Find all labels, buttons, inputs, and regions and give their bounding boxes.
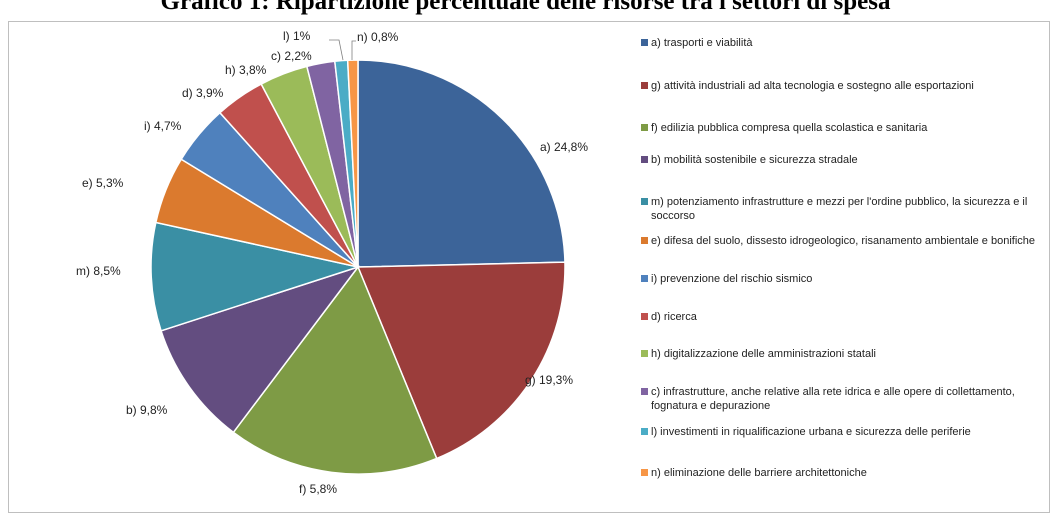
- legend-item: f) edilizia pubblica compresa quella sco…: [641, 121, 1041, 135]
- pie-slice: [150, 221, 361, 332]
- legend-swatch: [641, 156, 648, 163]
- slice-data-label: l) 1%: [283, 29, 311, 43]
- legend-item: e) difesa del suolo, dissesto idrogeolog…: [641, 234, 1041, 248]
- legend-item: d) ricerca: [641, 310, 1041, 324]
- legend-item: n) eliminazione delle barriere architett…: [641, 466, 1041, 480]
- slice-data-label: g) 19,3%: [525, 373, 573, 387]
- slice-data-label: a) 24,8%: [540, 140, 588, 154]
- pie-slice: [346, 59, 359, 268]
- slice-data-label: e) 5,3%: [82, 176, 124, 190]
- slice-data-label: n) 0,8%: [357, 30, 399, 44]
- slice-data-label: d) 3,9%: [182, 86, 224, 100]
- slice-data-label: m) 8,5%: [76, 264, 121, 278]
- pie-slice: [356, 261, 566, 460]
- legend-item: c) infrastrutture, anche relative alla r…: [641, 385, 1041, 413]
- legend-label: i) prevenzione del rischio sismico: [651, 273, 813, 285]
- legend-item: a) trasporti e viabilità: [641, 36, 1041, 50]
- legend-label: m) potenziamento infrastrutture e mezzi …: [651, 196, 1028, 222]
- legend-swatch: [641, 428, 648, 435]
- legend-item: m) potenziamento infrastrutture e mezzi …: [641, 195, 1041, 223]
- legend-label: h) digitalizzazione delle amministrazion…: [651, 348, 876, 360]
- legend-swatch: [641, 39, 648, 46]
- legend-item: l) investimenti in riqualificazione urba…: [641, 425, 1041, 439]
- chart-title: Grafico 1: Ripartizione percentuale dell…: [160, 0, 891, 15]
- legend-label: d) ricerca: [651, 311, 697, 323]
- leader-line: [329, 39, 344, 61]
- legend-item: i) prevenzione del rischio sismico: [641, 272, 1041, 286]
- legend-label: c) infrastrutture, anche relative alla r…: [651, 386, 1015, 412]
- slice-data-label: h) 3,8%: [225, 63, 267, 77]
- legend-swatch: [641, 469, 648, 476]
- pie-slice: [232, 265, 438, 475]
- legend-item: b) mobilità sostenibile e sicurezza stra…: [641, 153, 1041, 167]
- legend-swatch: [641, 124, 648, 131]
- legend-swatch: [641, 313, 648, 320]
- legend-swatch: [641, 350, 648, 357]
- legend-label: l) investimenti in riqualificazione urba…: [651, 426, 971, 438]
- legend-label: a) trasporti e viabilità: [651, 37, 753, 49]
- legend-label: b) mobilità sostenibile e sicurezza stra…: [651, 154, 858, 166]
- legend-swatch: [641, 82, 648, 89]
- legend-item: h) digitalizzazione delle amministrazion…: [641, 347, 1041, 361]
- legend-item: g) attività industriali ad alta tecnolog…: [641, 79, 1041, 93]
- slice-data-label: i) 4,7%: [144, 119, 182, 133]
- legend-swatch: [641, 198, 648, 205]
- legend-label: g) attività industriali ad alta tecnolog…: [651, 80, 974, 92]
- leader-line: [351, 40, 356, 60]
- legend-label: e) difesa del suolo, dissesto idrogeolog…: [651, 235, 1036, 247]
- slice-data-label: f) 5,8%: [299, 482, 337, 496]
- pie-slice: [357, 59, 566, 268]
- legend-label: f) edilizia pubblica compresa quella sco…: [651, 122, 928, 134]
- legend-label: n) eliminazione delle barriere architett…: [651, 467, 867, 479]
- legend-swatch: [641, 275, 648, 282]
- legend-swatch: [641, 388, 648, 395]
- pie-slice: [160, 265, 361, 434]
- slice-data-label: b) 9,8%: [126, 403, 168, 417]
- legend-swatch: [641, 237, 648, 244]
- slice-data-label: c) 2,2%: [271, 49, 312, 63]
